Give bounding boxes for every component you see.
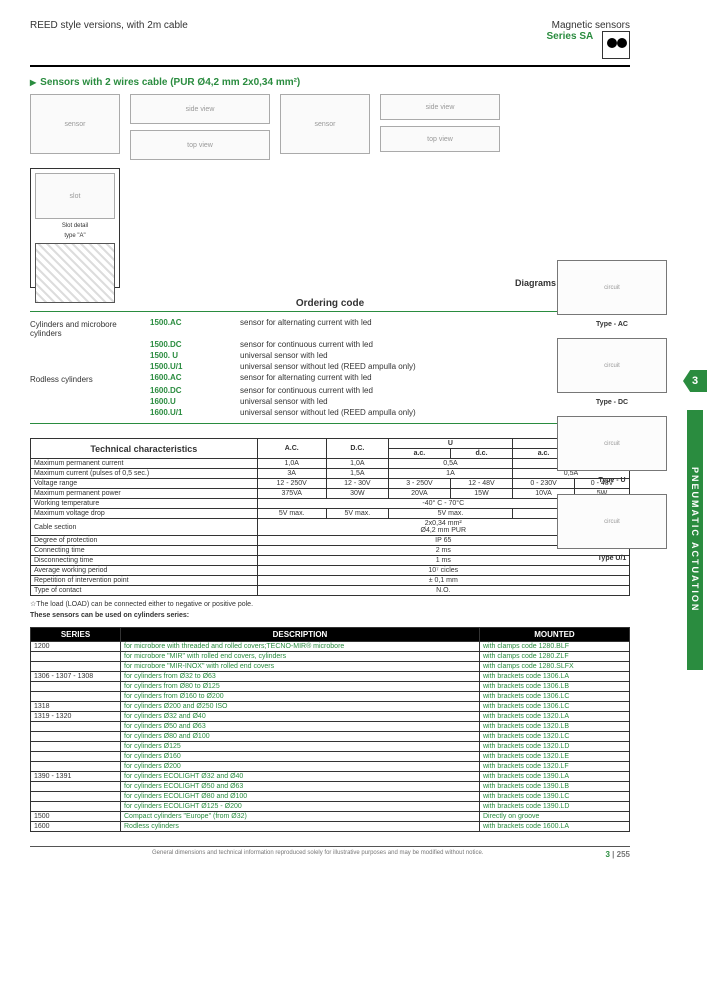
wiring-diagrams-column: circuit Type - AC circuit Type - DC circuit T… — [557, 260, 667, 572]
page-footer: General dimensions and technical informa… — [30, 846, 630, 856]
header-left: REED style versions, with 2m cable — [30, 20, 188, 31]
ordering-category: Rodless cylinders — [30, 373, 150, 384]
ordering-code: 1600.U/1 — [150, 408, 240, 417]
usage-note: These sensors can be used on cylinders s… — [30, 612, 630, 619]
slot-label-1: Slot detail — [35, 223, 115, 229]
side-section-label: PNEUMATIC ACTUATION — [687, 410, 703, 670]
ordering-code: 1500.DC — [150, 340, 240, 349]
ordering-category — [30, 362, 150, 371]
sensor-side-drawing-2: side view — [380, 94, 500, 120]
ordering-category: Cylinders and microbore cylinders — [30, 318, 150, 338]
wiring-diagram-label: Type - AC — [557, 321, 667, 328]
sensor-photo: sensor — [30, 94, 120, 154]
divider — [30, 423, 630, 424]
chapter-number: 3 — [606, 850, 610, 859]
load-note: ☆The load (LOAD) can be connected either… — [30, 600, 630, 608]
tech-characteristics-table: Technical characteristicsA.C.D.C.UU/1a.c… — [30, 438, 630, 596]
pneumax-logo-icon — [602, 31, 630, 59]
wiring-diagram-icon: circuit — [557, 338, 667, 393]
ordering-code: 1600.U — [150, 397, 240, 406]
header-right: Magnetic sensors Series SA — [547, 20, 630, 59]
ordering-code: 1500.U/1 — [150, 362, 240, 371]
header-category: Magnetic sensors — [547, 20, 630, 31]
page-number: 3 | 255 — [606, 850, 631, 859]
wiring-diagram-label: Type - DC — [557, 399, 667, 406]
ordering-code: 1600.DC — [150, 386, 240, 395]
page-header: REED style versions, with 2m cable Magne… — [30, 20, 630, 67]
ordering-code-title: Ordering code — [30, 298, 630, 312]
slot-cross-section-icon — [35, 243, 115, 303]
slot-detail-box: slot Slot detail type "A" — [30, 168, 120, 288]
wiring-diagram-label: Type U/1 — [557, 555, 667, 562]
header-series: Series SA — [547, 31, 594, 42]
ordering-category — [30, 386, 150, 395]
wiring-diagram-icon: circuit — [557, 416, 667, 471]
wiring-diagram-icon: circuit — [557, 260, 667, 315]
series-compatibility-table: SERIESDESCRIPTIONMOUNTED1200for microbor… — [30, 627, 630, 832]
ordering-category — [30, 397, 150, 406]
slot-photo: slot — [35, 173, 115, 219]
section-title: Sensors with 2 wires cable (PUR Ø4,2 mm … — [30, 77, 630, 88]
slot-label-2: type "A" — [35, 233, 115, 239]
ordering-category — [30, 340, 150, 349]
wiring-diagram-label: Type - U — [557, 477, 667, 484]
chapter-tab: 3 — [683, 370, 707, 392]
page-number-value: 255 — [617, 850, 630, 859]
ordering-category — [30, 408, 150, 417]
ordering-code: 1500.AC — [150, 318, 240, 338]
sensor-photo-2: sensor — [280, 94, 370, 154]
ordering-grid: Cylinders and microbore cylinders1500.AC… — [30, 318, 630, 417]
ordering-category — [30, 351, 150, 360]
sensor-top-drawing: top view — [130, 130, 270, 160]
wiring-diagram-icon: circuit — [557, 494, 667, 549]
sensor-side-drawing: side view — [130, 94, 270, 124]
ordering-code: 1600.AC — [150, 373, 240, 384]
sensor-top-drawing-2: top view — [380, 126, 500, 152]
ordering-code: 1500. U — [150, 351, 240, 360]
footer-disclaimer: General dimensions and technical informa… — [152, 850, 484, 856]
